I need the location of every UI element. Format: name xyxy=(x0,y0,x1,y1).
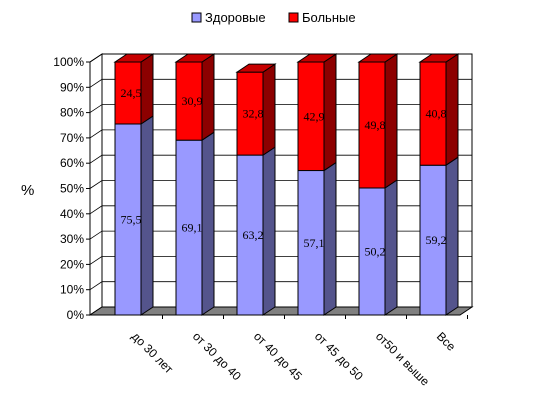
data-label: 40,8 xyxy=(426,107,447,121)
data-label: 24,5 xyxy=(121,86,142,100)
data-label: 50,2 xyxy=(365,244,386,258)
bar-side xyxy=(140,53,154,125)
y-tick-label: 80% xyxy=(60,106,84,120)
bar-side xyxy=(140,115,154,316)
legend: Здоровые Больные xyxy=(191,10,356,25)
y-tick-label: 10% xyxy=(60,283,84,297)
bar-segment: 69,1 xyxy=(175,131,215,316)
bar-segment: 57,1 xyxy=(297,161,337,316)
y-tick-label: 30% xyxy=(60,232,84,246)
data-label: 75,5 xyxy=(121,212,142,226)
bar-side xyxy=(201,53,215,142)
bar-segment: 49,8 xyxy=(357,53,399,189)
bar-segment: 75,5 xyxy=(114,115,154,316)
legend-label: Здоровые xyxy=(205,10,266,25)
y-tick-label: 100% xyxy=(53,55,84,69)
bar-top xyxy=(174,53,216,63)
bar-top xyxy=(357,53,399,63)
gridline xyxy=(89,205,472,215)
bar-segment: 59,2 xyxy=(419,156,459,316)
y-tick-label: 50% xyxy=(60,182,84,196)
bar-top xyxy=(235,63,277,73)
data-label: 69,1 xyxy=(182,221,203,235)
category-label: от 45 до 50 xyxy=(312,329,366,383)
category-label: Все xyxy=(434,329,459,354)
bar-side xyxy=(384,179,398,316)
bar-segment: 32,8 xyxy=(235,63,277,157)
bar-front xyxy=(175,61,203,141)
category-label: от 30 до 40 xyxy=(190,329,244,383)
y-tick-label: 90% xyxy=(60,80,84,94)
legend-swatch xyxy=(191,12,202,23)
bar-segment: 50,2 xyxy=(358,179,398,316)
gridline xyxy=(89,78,472,88)
y-tick-label: 40% xyxy=(60,207,84,221)
data-label: 49,8 xyxy=(365,118,386,132)
y-tick-label: 20% xyxy=(60,257,84,271)
bar-front xyxy=(297,170,325,316)
bar-side xyxy=(323,53,337,172)
gridline xyxy=(89,180,472,189)
bar-side xyxy=(323,161,337,316)
data-label: 32,8 xyxy=(243,107,264,121)
bar-side xyxy=(262,63,276,157)
data-label: 42,9 xyxy=(304,109,325,123)
bar-top xyxy=(296,53,338,63)
bar-segment: 63,2 xyxy=(236,146,276,316)
data-label: 57,1 xyxy=(304,236,325,250)
category-label: от50 и выше xyxy=(373,329,433,389)
y-axis: 0% 10% 20% 30% 40% 50% 60% 70% 80% 90% 100% xyxy=(53,55,91,322)
legend-label: Больные xyxy=(302,10,356,25)
bar-side xyxy=(201,131,215,316)
gridline xyxy=(89,255,472,265)
bar-front xyxy=(297,61,325,172)
bar-segment: 40,8 xyxy=(418,53,460,167)
y-tick-label: 70% xyxy=(60,131,84,145)
data-label: 63,2 xyxy=(243,228,264,242)
bar-front xyxy=(236,154,264,316)
legend-item: Больные xyxy=(288,10,356,25)
bar-top xyxy=(113,53,155,63)
bar-side xyxy=(262,146,276,316)
gridline xyxy=(89,154,472,164)
bar-side xyxy=(445,53,459,167)
bar-front xyxy=(114,61,142,125)
y-tick-label: 60% xyxy=(60,156,84,170)
y-axis-label: % xyxy=(21,182,34,199)
bar-side xyxy=(384,53,398,189)
category-label: до 30 лет xyxy=(129,329,176,376)
gridline xyxy=(89,230,472,240)
category-label: от 40 до 45 xyxy=(251,329,305,383)
gridline xyxy=(89,53,472,63)
data-label: 30,9 xyxy=(182,94,203,108)
gridline xyxy=(89,281,472,291)
legend-item: Здоровые xyxy=(191,10,266,25)
bar-front xyxy=(358,61,386,189)
bar-front xyxy=(175,139,203,316)
legend-swatch xyxy=(288,12,299,23)
x-axis: до 30 лет от 30 до 40 от 40 до 45 от 45 до … xyxy=(90,314,468,389)
gridline xyxy=(89,129,472,139)
bar-side xyxy=(445,156,459,316)
gridline xyxy=(89,104,472,113)
bar-segment: 30,9 xyxy=(174,53,216,142)
bar-segment: 24,5 xyxy=(113,53,155,125)
data-label: 59,2 xyxy=(426,233,447,247)
y-tick-label: 0% xyxy=(67,308,85,322)
bar-top xyxy=(418,53,460,63)
bar-segment: 42,9 xyxy=(296,53,338,172)
